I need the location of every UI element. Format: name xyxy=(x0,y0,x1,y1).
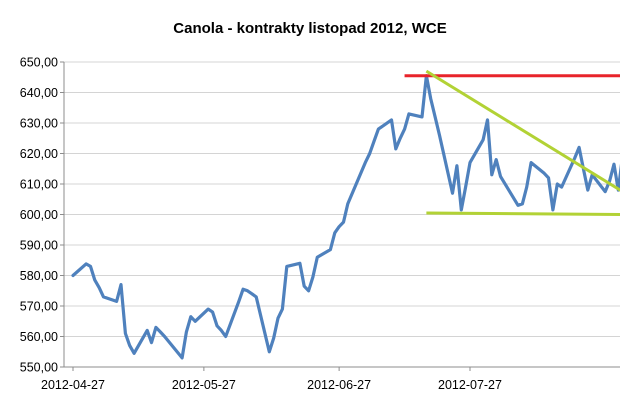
chart-title: Canola - kontrakty listopad 2012, WCE xyxy=(173,20,446,37)
gridlines xyxy=(64,61,620,337)
y-tick-label: 650,00 xyxy=(20,56,58,70)
x-tick-labels: 2012-04-27 2012-05-27 2012-06-27 2012-07-27 xyxy=(41,378,502,392)
support-line xyxy=(426,211,620,216)
y-tick-label: 630,00 xyxy=(20,117,58,131)
y-tick-label: 580,00 xyxy=(20,269,58,283)
y-tick-label: 640,00 xyxy=(20,86,58,100)
annotation-layer xyxy=(404,69,620,216)
x-tick-label: 2012-06-27 xyxy=(307,378,371,392)
y-tick-labels: 550,00 560,00 570,00 580,00 590,00 600,00 610,… xyxy=(20,56,58,375)
y-tick-label: 610,00 xyxy=(20,178,58,192)
y-tick-label: 620,00 xyxy=(20,147,58,161)
x-tick-label: 2012-05-27 xyxy=(172,378,236,392)
y-tick-label: 600,00 xyxy=(20,208,58,222)
axes xyxy=(60,61,620,371)
x-tick-label: 2012-07-27 xyxy=(438,378,502,392)
series-layer xyxy=(71,74,620,360)
y-tick-label: 550,00 xyxy=(20,361,58,375)
y-tick-label: 570,00 xyxy=(20,300,58,314)
series-line xyxy=(71,74,620,360)
y-tick-label: 560,00 xyxy=(20,330,58,344)
x-tick-label: 2012-04-27 xyxy=(41,378,105,392)
y-tick-label: 590,00 xyxy=(20,239,58,253)
trend-line xyxy=(425,69,620,192)
